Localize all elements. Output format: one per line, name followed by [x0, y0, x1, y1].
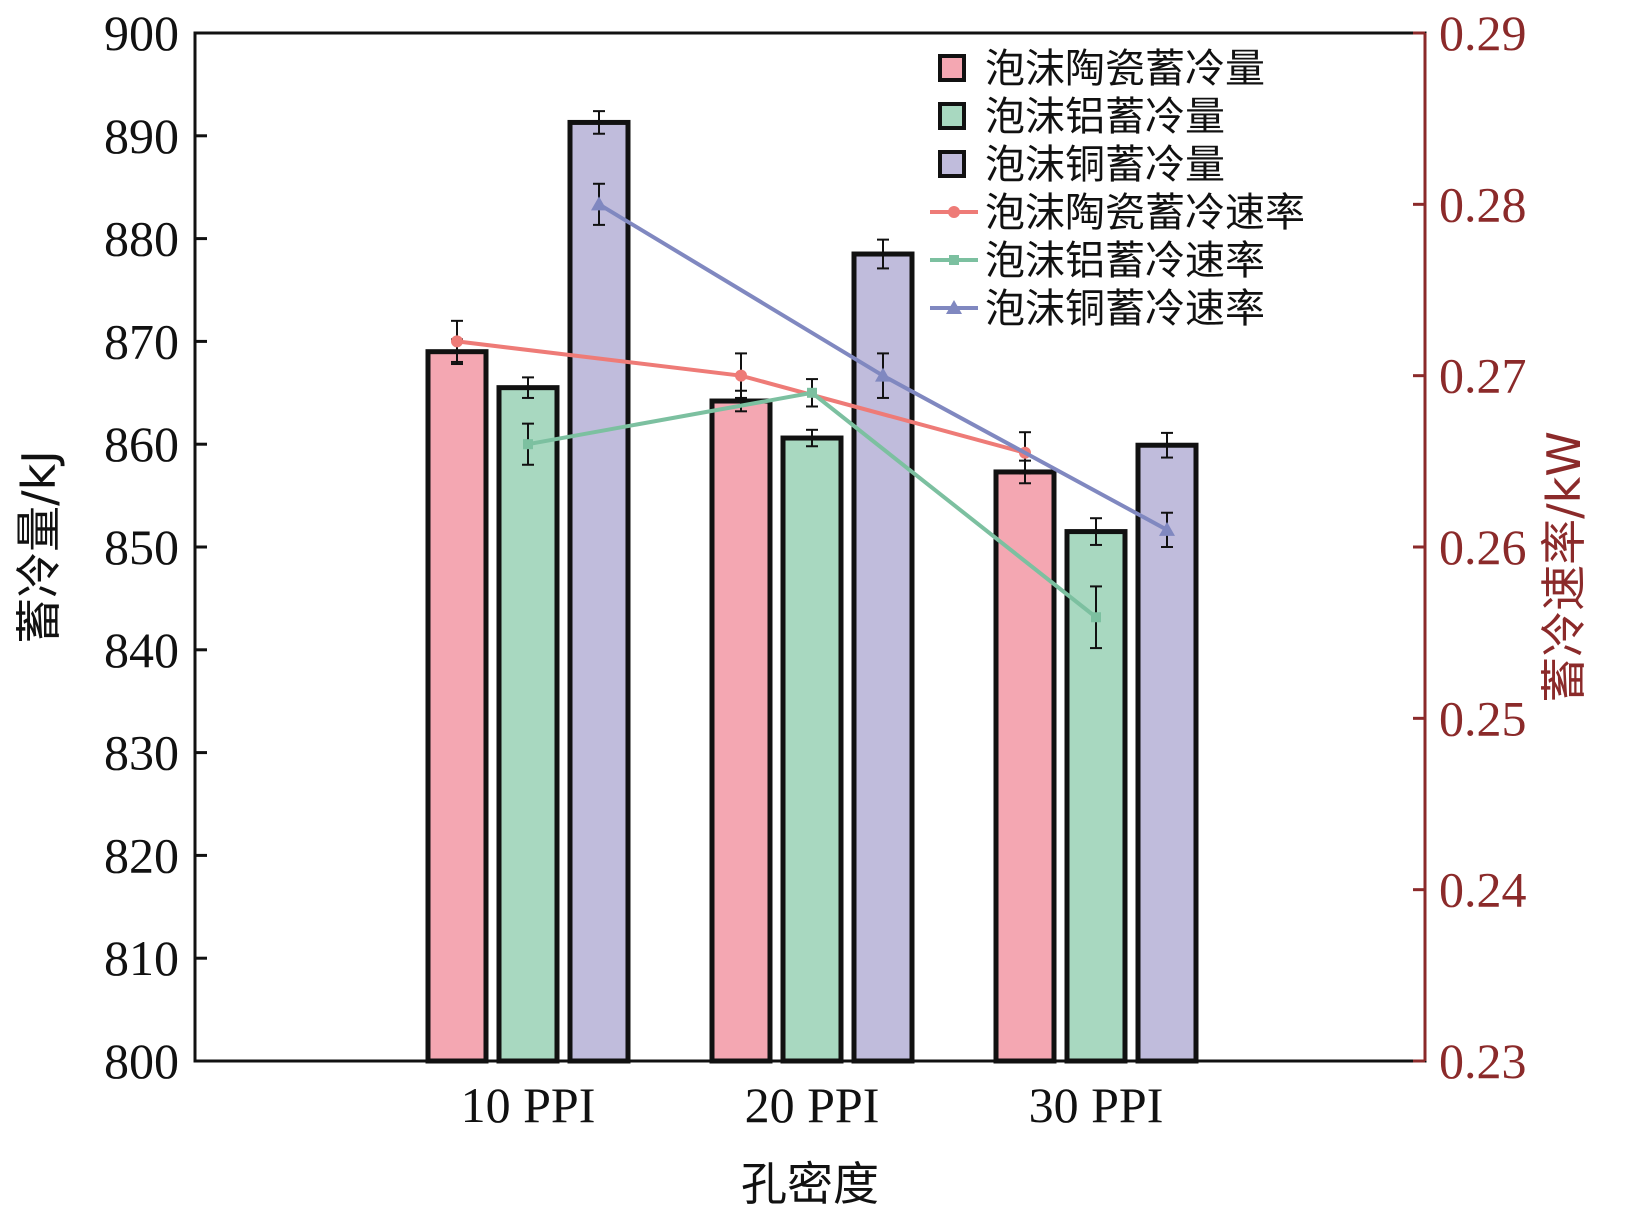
- bar-error-s1-c1: [806, 428, 818, 448]
- legend-swatch-bar-0: [938, 54, 966, 82]
- legend-label-bar-2: 泡沫铜蓄冷量: [985, 142, 1225, 188]
- left-tick-label-6: 860: [104, 416, 179, 472]
- bar-error-s1-c0-center: [525, 385, 531, 391]
- bar-error-s2-c1-center: [880, 251, 886, 257]
- lines-layer: [451, 182, 1175, 650]
- bar-s0-c0: [425, 349, 489, 1064]
- left-tick-label-9: 890: [104, 108, 179, 164]
- right-tick-label-3: 0.26: [1439, 519, 1527, 575]
- line-point-s0-p1: [735, 369, 747, 382]
- left-tick-label-1: 810: [104, 930, 179, 986]
- x-tick-label-1: 20 PPI: [745, 1077, 880, 1133]
- left-tick-label-3: 830: [104, 725, 179, 781]
- legend-label-line-2: 泡沫铜蓄冷速率: [985, 286, 1265, 332]
- x-tick-label-2: 30 PPI: [1029, 1077, 1164, 1133]
- bar-error-s1-c2-center: [1093, 529, 1099, 535]
- x-axis: 10 PPI 20 PPI 30 PPI: [461, 1077, 1164, 1133]
- bar-error-s2-c0-center: [596, 119, 602, 125]
- legend-swatch-bar-2: [938, 150, 966, 178]
- legend-swatch-bar-1: [938, 102, 966, 130]
- line-point-s2-p0: [591, 196, 607, 211]
- y-axis-title: 蓄冷量/kJ: [12, 450, 66, 644]
- bar-s1-c0: [496, 385, 560, 1064]
- legend-label-line-1: 泡沫铝蓄冷速率: [985, 238, 1265, 284]
- legend: 泡沫陶瓷蓄冷量泡沫铝蓄冷量泡沫铜蓄冷量泡沫陶瓷蓄冷速率泡沫铝蓄冷速率泡沫铜蓄冷速…: [930, 46, 1305, 332]
- x-tick-label-0: 10 PPI: [461, 1077, 596, 1133]
- left-tick-label-5: 850: [104, 519, 179, 575]
- bar-error-s1-c0: [522, 376, 534, 399]
- right-tick-label-2: 0.25: [1439, 690, 1527, 746]
- left-tick-label-0: 800: [104, 1033, 179, 1089]
- right-tick-label-0: 0.23: [1439, 1033, 1527, 1089]
- right-tick-label-4: 0.27: [1439, 348, 1527, 404]
- left-axis: 800 810 820 830 840 850 860 870 880 890 900: [104, 5, 207, 1089]
- legend-marker-2: [946, 300, 962, 314]
- bar-error-s1-c2: [1090, 517, 1102, 546]
- bar-s1-c1: [780, 435, 844, 1064]
- line-point-s1-p1: [807, 387, 817, 398]
- legend-label-line-0: 泡沫陶瓷蓄冷速率: [985, 190, 1305, 236]
- bar-error-s2-c2: [1161, 431, 1173, 459]
- bar-error-s2-c2-center: [1164, 442, 1170, 448]
- line-point-s1-p0: [523, 439, 533, 450]
- bar-error-s0-c1-center: [738, 398, 744, 404]
- left-tick-label-4: 840: [104, 622, 179, 678]
- legend-marker-1: [949, 255, 959, 265]
- line-point-s2-p1: [875, 367, 891, 382]
- line-point-s2-p2: [1159, 521, 1175, 536]
- left-tick-label-10: 900: [104, 5, 179, 61]
- right-tick-label-1: 0.24: [1439, 862, 1527, 918]
- bar-error-s2-c0: [593, 110, 605, 135]
- bar-error-s2-c1: [877, 238, 889, 270]
- x-axis-title: 孔密度: [741, 1157, 879, 1210]
- y2-axis-title: 蓄冷速率/kW: [1537, 431, 1591, 703]
- left-tick-label-2: 820: [104, 827, 179, 883]
- legend-label-bar-1: 泡沫铝蓄冷量: [985, 94, 1225, 140]
- right-axis: 0.23 0.24 0.25 0.26 0.27 0.28 0.29: [1413, 5, 1527, 1089]
- line-point-s1-p2: [1091, 612, 1101, 623]
- left-tick-label-8: 880: [104, 211, 179, 267]
- legend-marker-0: [948, 206, 960, 218]
- bars-layer: [425, 110, 1199, 1064]
- left-tick-label-7: 870: [104, 313, 179, 369]
- line-point-s0-p0: [451, 335, 463, 348]
- legend-label-bar-0: 泡沫陶瓷蓄冷量: [985, 46, 1265, 92]
- bar-s0-c1: [709, 398, 773, 1064]
- right-tick-label-6: 0.29: [1439, 5, 1527, 61]
- bar-s2-c0: [567, 119, 631, 1064]
- right-tick-label-5: 0.28: [1439, 176, 1527, 232]
- bar-error-s1-c1-center: [809, 435, 815, 441]
